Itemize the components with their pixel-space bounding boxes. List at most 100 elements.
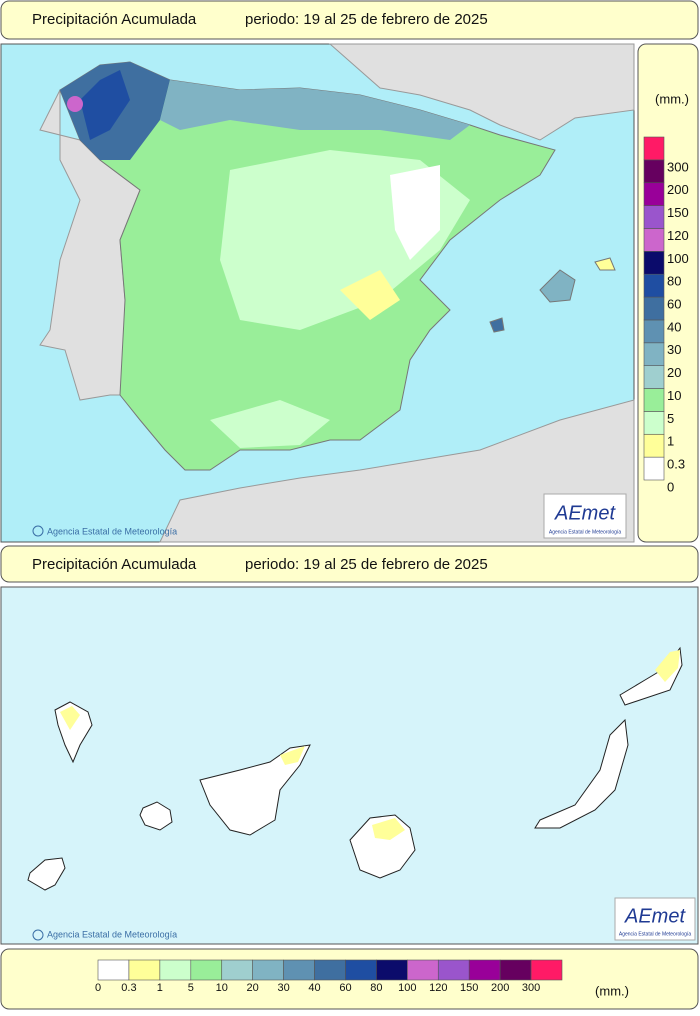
legend-label: 150: [667, 205, 689, 220]
legend-swatch: [643, 182, 665, 206]
legend-swatch: [643, 388, 665, 412]
tenerife-rain: [280, 746, 305, 765]
legend-label: 200: [491, 982, 509, 994]
legend-swatch: [190, 959, 223, 981]
legend-swatch: [159, 959, 192, 981]
legend-swatch: [643, 228, 665, 252]
legend-label: 80: [370, 982, 382, 994]
legend-unit: (mm.): [655, 91, 689, 106]
mallorca: [539, 269, 576, 303]
legend-swatch: [643, 433, 665, 458]
legend-unit: (mm.): [595, 983, 629, 998]
legend-label: 10: [667, 388, 681, 403]
tenerife: [199, 744, 311, 836]
cantabric-rain: [160, 80, 470, 140]
legend-swatch: [643, 251, 665, 275]
galicia-peak: [67, 96, 83, 112]
legend-label: 0.3: [667, 457, 685, 472]
legend-swatch: [407, 959, 439, 981]
legend-label: 150: [460, 982, 478, 994]
legend-swatch: [314, 959, 346, 981]
legend-swatch: [643, 456, 665, 481]
legend-swatch: [643, 205, 665, 229]
legend-label: 0: [667, 479, 674, 494]
menorca: [594, 257, 616, 271]
map-credit: Agencia Estatal de Meteorología: [47, 929, 177, 939]
el-hierro: [27, 857, 66, 891]
aragon-dry: [390, 165, 440, 260]
lanzarote-rain: [655, 650, 680, 682]
legend-label: 40: [667, 319, 681, 334]
gran-canaria-rain: [372, 818, 405, 840]
legend-label: 60: [667, 297, 681, 312]
galicia-heavy: [80, 70, 130, 140]
la-palma-rain: [60, 706, 80, 730]
legend-swatch: [252, 959, 284, 981]
fuerteventura: [534, 718, 629, 829]
africa: [159, 399, 635, 543]
legend-label: 60: [339, 982, 351, 994]
legend-label: 120: [429, 982, 447, 994]
logo-box: [543, 493, 627, 539]
header-box: [0, 545, 699, 583]
legend-label: 20: [247, 982, 259, 994]
logo-name: AEmet: [554, 502, 616, 524]
legend-swatch: [345, 959, 377, 981]
legend-label: 5: [667, 411, 674, 426]
legend-swatch: [283, 959, 315, 981]
legend-swatch: [643, 273, 665, 298]
map-credit: Agencia Estatal de Meteorología: [47, 526, 177, 536]
legend-swatch: [643, 296, 665, 321]
legend-label: 0.3: [121, 982, 136, 994]
legend-label: 300: [667, 159, 689, 174]
logo-subtitle: Agencia Estatal de Meteorología: [549, 529, 621, 535]
sea: [0, 586, 699, 945]
legend-label: 200: [667, 182, 689, 197]
copyright-icon: [32, 525, 44, 537]
header-period: periodo: 19 al 25 de febrero de 2025: [245, 11, 488, 28]
legend-label: 80: [667, 274, 681, 289]
peninsula-map: Agencia Estatal de Meteorología AEmet Ag…: [0, 43, 635, 543]
la-gomera: [139, 801, 173, 831]
legend-label: 30: [667, 342, 681, 357]
legend-swatch: [376, 959, 408, 981]
legend-swatch: [643, 159, 665, 184]
legend-label: 30: [277, 982, 289, 994]
logo-name: AEmet: [624, 905, 686, 927]
header-title: Precipitación Acumulada: [32, 11, 197, 28]
legend-swatch: [643, 136, 665, 161]
levante-dry: [340, 270, 400, 320]
legend-swatch: [97, 959, 130, 981]
legend-swatch: [643, 342, 665, 366]
canary-map: Agencia Estatal de Meteorología AEmet Ag…: [0, 586, 699, 945]
legend-label: 0: [95, 982, 101, 994]
legend-swatch: [437, 959, 470, 981]
legend-swatch: [128, 959, 161, 981]
legend-vertical: 0 0.3 1 5 10 20 30 40 60 80 100 120 150 200 300: [643, 136, 689, 494]
logo-box: [614, 897, 696, 941]
legend-label: 100: [398, 982, 416, 994]
legend-swatch: [221, 959, 253, 981]
copyright-icon: [32, 929, 44, 941]
legend-label: 300: [522, 982, 540, 994]
legend-swatch: [643, 319, 665, 344]
south-light: [210, 400, 330, 448]
legend-label: 10: [216, 982, 228, 994]
legend-swatch: [468, 959, 501, 981]
header-box: [0, 0, 699, 40]
legend-swatch: [643, 365, 665, 389]
legend-label: 100: [667, 251, 689, 266]
legend-label: 40: [308, 982, 320, 994]
legend-label: 5: [188, 982, 194, 994]
legend-swatch: [643, 411, 665, 435]
legend-label: 1: [667, 434, 674, 449]
lanzarote: [619, 646, 683, 706]
legend-horizontal: 0 0.3 1 5 10 20 30 40 60 80 100 120 150 200 300: [95, 959, 563, 994]
legend-label: 20: [667, 365, 681, 380]
legend-swatch: [499, 959, 532, 981]
header-period: periodo: 19 al 25 de febrero de 2025: [245, 556, 488, 573]
header-title: Precipitación Acumulada: [32, 556, 197, 573]
legend-label: 120: [667, 228, 689, 243]
